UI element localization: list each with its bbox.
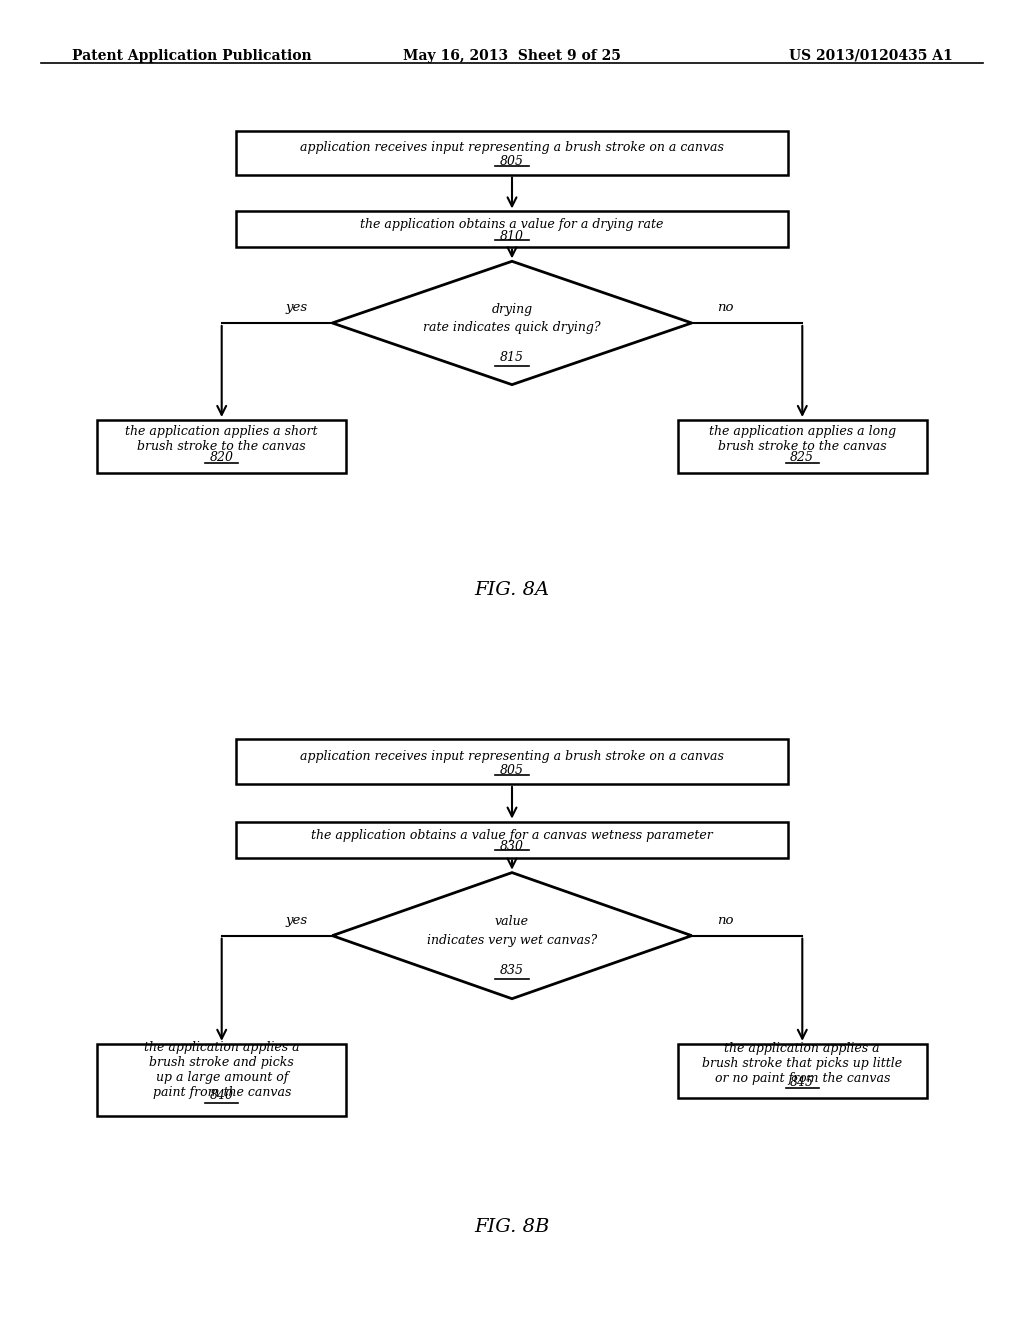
Text: the application applies a short
brush stroke to the canvas: the application applies a short brush st… xyxy=(126,425,317,453)
Text: no: no xyxy=(717,913,733,927)
Text: the application applies a long
brush stroke to the canvas: the application applies a long brush str… xyxy=(709,425,896,453)
Text: the application applies a
brush stroke and picks
up a large amount of
paint from: the application applies a brush stroke a… xyxy=(144,1040,299,1098)
Text: Patent Application Publication: Patent Application Publication xyxy=(72,49,311,63)
Text: 830: 830 xyxy=(500,841,524,853)
Polygon shape xyxy=(332,261,692,384)
Bar xyxy=(236,211,788,247)
Text: May 16, 2013  Sheet 9 of 25: May 16, 2013 Sheet 9 of 25 xyxy=(403,49,621,63)
Bar xyxy=(97,1044,346,1115)
Text: rate indicates quick drying?: rate indicates quick drying? xyxy=(423,321,601,334)
Bar xyxy=(97,420,346,473)
Text: drying: drying xyxy=(492,302,532,315)
Text: 825: 825 xyxy=(791,451,814,465)
Text: 815: 815 xyxy=(500,351,524,364)
Text: 805: 805 xyxy=(500,764,524,777)
Text: yes: yes xyxy=(286,301,307,314)
Text: indicates very wet canvas?: indicates very wet canvas? xyxy=(427,935,597,948)
Bar xyxy=(678,1044,927,1098)
Text: application receives input representing a brush stroke on a canvas: application receives input representing … xyxy=(300,141,724,154)
Text: 810: 810 xyxy=(500,230,524,243)
Text: 835: 835 xyxy=(500,965,524,978)
Text: 840: 840 xyxy=(210,1089,233,1102)
Text: no: no xyxy=(717,301,733,314)
Text: yes: yes xyxy=(286,913,307,927)
Text: the application obtains a value for a drying rate: the application obtains a value for a dr… xyxy=(360,218,664,231)
Text: 805: 805 xyxy=(500,154,524,168)
Text: the application obtains a value for a canvas wetness parameter: the application obtains a value for a ca… xyxy=(311,829,713,842)
Text: FIG. 8B: FIG. 8B xyxy=(474,1218,550,1236)
Text: FIG. 8A: FIG. 8A xyxy=(474,581,550,599)
Text: the application applies a
brush stroke that picks up little
or no paint from the: the application applies a brush stroke t… xyxy=(702,1041,902,1085)
Polygon shape xyxy=(332,873,692,999)
Text: 820: 820 xyxy=(210,451,233,465)
Bar xyxy=(236,739,788,784)
Bar xyxy=(236,821,788,858)
Bar xyxy=(236,131,788,174)
Text: application receives input representing a brush stroke on a canvas: application receives input representing … xyxy=(300,750,724,763)
Bar xyxy=(678,420,927,473)
Text: US 2013/0120435 A1: US 2013/0120435 A1 xyxy=(788,49,952,63)
Text: value: value xyxy=(495,915,529,928)
Text: 845: 845 xyxy=(791,1076,814,1089)
